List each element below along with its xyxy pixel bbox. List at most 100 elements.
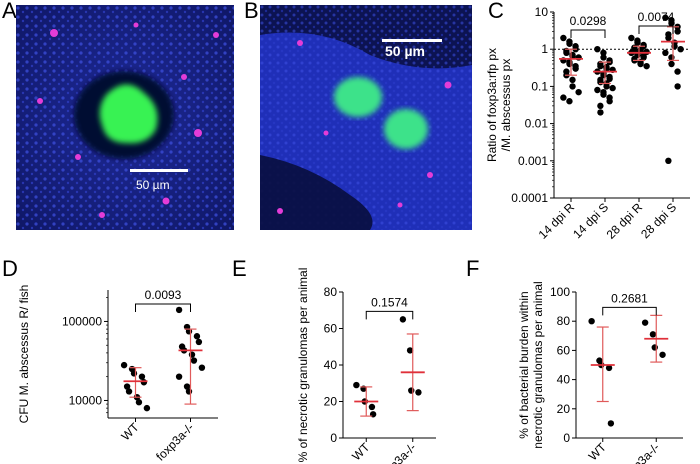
- y-tick-label: 100: [550, 285, 570, 299]
- data-point: [563, 49, 570, 57]
- data-point: [606, 98, 613, 105]
- y-tick-label: 0: [563, 431, 570, 445]
- data-point: [649, 331, 657, 338]
- p-value-label: 0.1574: [371, 295, 408, 309]
- data-point: [634, 39, 641, 46]
- y-tick-label: 20: [557, 402, 571, 416]
- data-point: [628, 34, 635, 42]
- data-point: [600, 54, 607, 61]
- data-point: [641, 319, 649, 326]
- y-tick-label: 40: [557, 373, 571, 387]
- x-tick-label: foxp3a-/-: [375, 440, 418, 464]
- data-point: [600, 91, 607, 98]
- y-tick-label: 0.0001: [511, 191, 548, 205]
- data-point: [668, 54, 675, 61]
- data-point: [609, 84, 616, 92]
- y-tick-label: 1: [541, 42, 548, 56]
- y-axis-label: % of necrotic granulomas per animal: [296, 268, 310, 463]
- chart-D: 100000 10000 WT foxp3a-/- 0.0093 CFU M. absce…: [17, 285, 218, 464]
- data-point: [175, 373, 183, 380]
- data-point: [597, 109, 604, 116]
- data-point: [640, 54, 647, 61]
- data-point: [193, 333, 201, 340]
- data-point: [668, 19, 675, 27]
- y-tick-label: 80: [324, 285, 338, 299]
- data-point: [125, 388, 133, 395]
- y-axis-label-line2: /M. abscessus px: [499, 59, 513, 152]
- p-value-label: 0.0093: [145, 288, 182, 302]
- data-point: [560, 94, 567, 101]
- data-point: [566, 98, 573, 105]
- x-tick-label: foxp3a-/-: [153, 420, 196, 463]
- data-point: [637, 60, 644, 68]
- significance-bracket: [135, 303, 191, 312]
- data-point: [594, 86, 601, 94]
- data-point: [566, 40, 573, 47]
- x-tick-label: 14 dpi S: [570, 200, 611, 241]
- data-point: [572, 65, 579, 72]
- significance-bracket: [570, 29, 606, 39]
- data-point: [597, 102, 604, 110]
- micrograph-a: 50 µm: [16, 5, 234, 230]
- data-point: [140, 379, 148, 386]
- data-point: [195, 338, 203, 346]
- data-point: [415, 389, 422, 396]
- panel-label-c: C: [488, 0, 504, 23]
- data-point: [662, 49, 669, 57]
- y-tick-label: 10000: [69, 393, 103, 407]
- significance-bracket: [365, 310, 414, 320]
- y-tick-label: 60: [557, 343, 571, 357]
- data-point: [603, 83, 610, 90]
- data-point: [607, 420, 615, 427]
- scalebar-label-a: 50 µm: [136, 178, 170, 192]
- y-tick-label: 0.001: [518, 154, 548, 168]
- data-point: [643, 62, 650, 70]
- data-point: [677, 46, 684, 53]
- data-point: [605, 364, 613, 372]
- y-tick-label: 10: [535, 5, 549, 19]
- data-point: [606, 75, 613, 83]
- data-point: [198, 364, 206, 371]
- data-point: [651, 344, 658, 351]
- data-point: [175, 306, 183, 314]
- y-tick-label: 0: [330, 431, 337, 445]
- y-tick-label: 80: [557, 314, 571, 328]
- data-point: [600, 49, 607, 57]
- data-point: [674, 68, 681, 75]
- data-point: [597, 78, 604, 86]
- data-point: [665, 157, 672, 164]
- panel-label-f: F: [466, 256, 480, 281]
- x-tick-label: WT: [586, 440, 610, 464]
- y-tick-label: 100000: [62, 314, 102, 328]
- data-point: [674, 83, 681, 90]
- data-point: [143, 404, 151, 412]
- data-point: [668, 60, 675, 68]
- data-point: [185, 388, 193, 395]
- data-point: [588, 318, 595, 325]
- chart-F: 0 20 40 60 80 100 WT foxp3a-/- 0.2681 % of bacter…: [517, 281, 683, 464]
- panel-label-e: E: [232, 256, 247, 281]
- y-tick-label: 0.1: [531, 79, 548, 93]
- data-point: [408, 387, 415, 394]
- micrograph-b: 50 µm: [260, 5, 472, 230]
- p-value-label: 0.0298: [570, 14, 607, 28]
- data-point: [560, 34, 567, 42]
- data-point: [659, 351, 666, 358]
- data-point: [674, 28, 681, 35]
- data-point: [399, 316, 407, 323]
- data-point: [406, 347, 414, 354]
- x-tick-label: WT: [349, 440, 373, 464]
- data-point: [190, 357, 198, 364]
- x-tick-label: WT: [119, 420, 143, 444]
- y-tick-label: 60: [324, 322, 338, 336]
- data-point: [135, 399, 143, 406]
- y-axis-label-line1: % of bacterial burden within: [517, 291, 531, 438]
- panel-label-d: D: [2, 256, 18, 281]
- data-point: [569, 76, 576, 84]
- data-point: [188, 351, 196, 358]
- data-point: [566, 60, 573, 68]
- y-tick-label: 0.01: [525, 117, 549, 131]
- x-tick-label: 28 dpi S: [638, 200, 679, 241]
